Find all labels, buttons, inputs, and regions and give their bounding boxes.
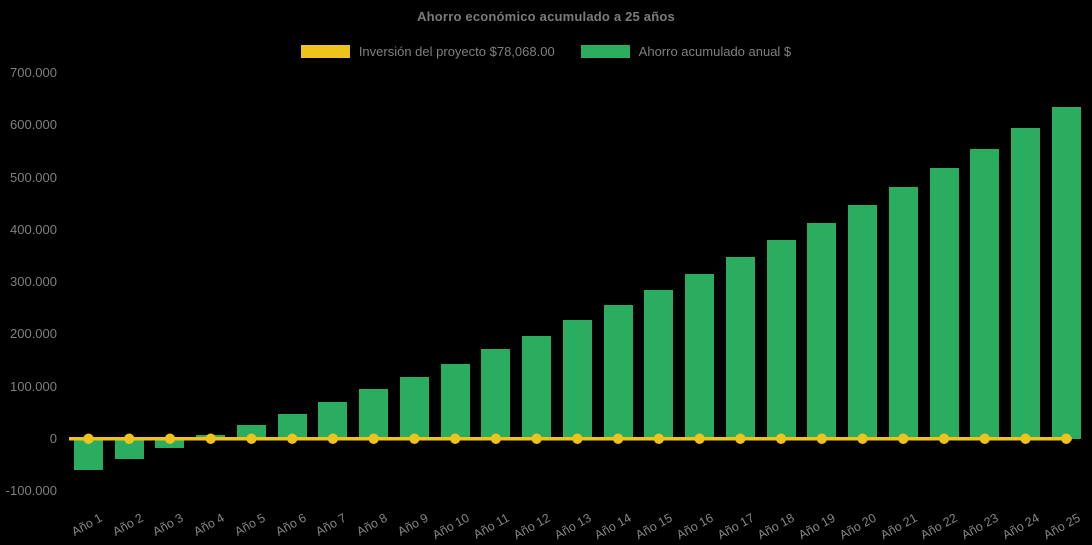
line-marker <box>775 433 787 444</box>
bar <box>603 304 633 439</box>
line-marker <box>979 433 990 444</box>
line-marker <box>898 433 909 444</box>
bar <box>440 363 470 439</box>
legend-swatch-savings <box>580 45 630 58</box>
legend-item-investment: Inversión del proyecto $78,068.00 <box>300 44 555 59</box>
bar <box>929 167 959 439</box>
bar <box>1011 127 1041 439</box>
y-tick-label: -100.000 <box>5 483 57 498</box>
bar <box>399 376 429 439</box>
line-marker <box>287 433 298 444</box>
line-marker <box>531 433 542 444</box>
line-marker <box>1020 433 1031 444</box>
line-marker <box>368 433 379 444</box>
line-marker <box>612 433 624 444</box>
bar <box>318 402 348 439</box>
bar <box>114 438 144 460</box>
y-tick-label: 700.000 <box>10 65 57 80</box>
y-tick-label: 500.000 <box>10 169 57 185</box>
bar <box>766 240 796 439</box>
legend: Inversión del proyecto $78,068.00 Ahorro… <box>0 44 1092 59</box>
bar <box>359 389 389 439</box>
line-marker <box>124 433 135 444</box>
bar <box>807 223 837 439</box>
chart-title: Ahorro económico acumulado a 25 años <box>417 9 675 24</box>
line-marker <box>490 433 502 444</box>
line-marker <box>83 433 94 444</box>
bar <box>1051 106 1081 439</box>
y-tick-label: 600.000 <box>10 117 57 133</box>
line-marker <box>572 433 583 444</box>
bar <box>725 257 755 439</box>
line-marker <box>653 433 665 444</box>
line-marker <box>857 433 868 444</box>
bar <box>522 335 552 439</box>
line-marker <box>1061 433 1072 444</box>
line-marker <box>327 433 339 444</box>
line-marker <box>205 433 216 444</box>
bar <box>970 148 1000 439</box>
line-marker <box>694 433 705 444</box>
legend-item-savings: Ahorro acumulado anual $ <box>580 44 792 59</box>
bar <box>562 320 592 439</box>
bar <box>481 348 511 439</box>
line-marker <box>816 433 828 444</box>
line-marker <box>246 433 257 444</box>
bar <box>685 273 715 439</box>
legend-label-investment: Inversión del proyecto $78,068.00 <box>358 44 555 59</box>
bar <box>644 290 674 439</box>
bar <box>848 205 878 439</box>
bar <box>888 186 918 439</box>
bar <box>236 424 266 439</box>
line-marker <box>938 433 950 444</box>
line-marker <box>449 433 461 444</box>
line-marker <box>409 433 420 444</box>
legend-label-savings: Ahorro acumulado anual $ <box>638 44 792 59</box>
y-tick-label: 400.000 <box>10 221 57 237</box>
y-tick-label: 300.000 <box>10 274 57 289</box>
legend-swatch-investment <box>300 45 350 58</box>
line-marker <box>164 433 176 444</box>
y-tick-label: 200.000 <box>10 326 57 342</box>
line-marker <box>735 433 746 444</box>
y-tick-label: 100.000 <box>10 378 57 394</box>
y-tick-label: 0 <box>49 430 57 446</box>
